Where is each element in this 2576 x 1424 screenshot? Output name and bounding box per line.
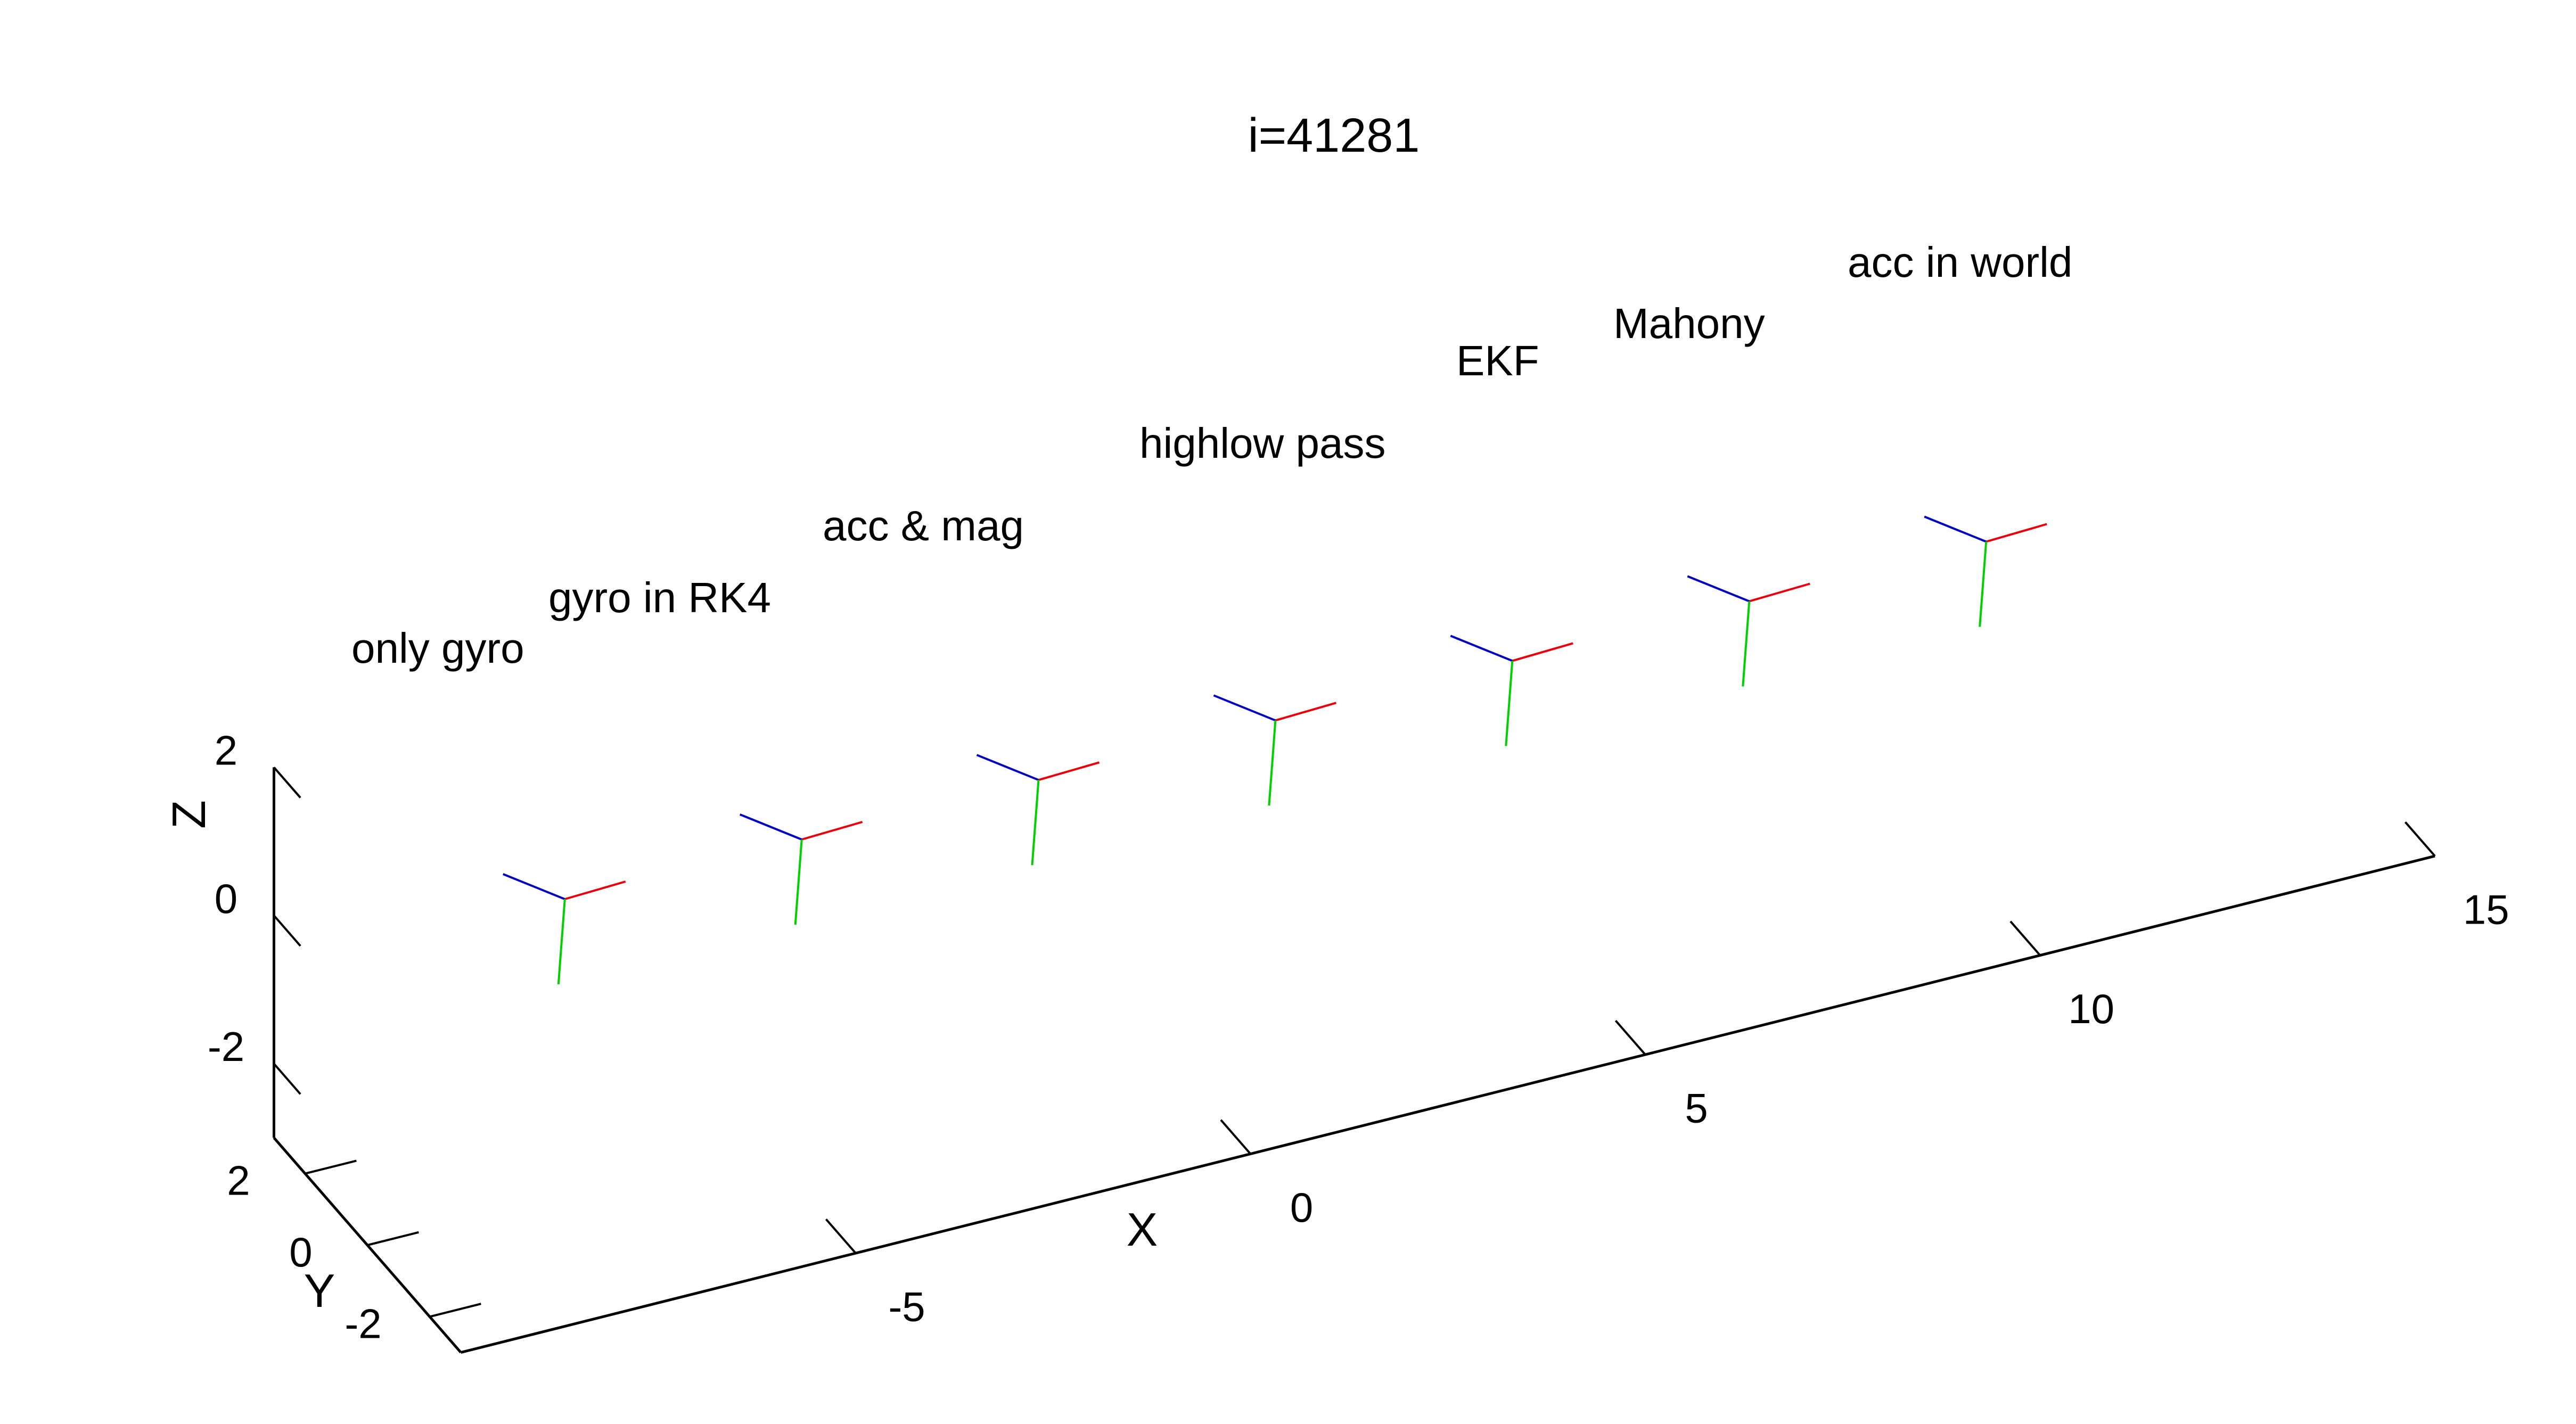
frame-y-arm: [1979, 541, 1988, 627]
frame-acc-mag: [976, 754, 1100, 866]
z-tick: [273, 915, 301, 947]
x-tick: [2404, 821, 2436, 857]
frame-label: acc in world: [1848, 238, 2072, 286]
frame-y-arm: [1031, 780, 1040, 866]
x-tick-label: 15: [2463, 886, 2509, 933]
x-tick-label: 0: [1290, 1184, 1313, 1231]
y-axis-label: Y: [304, 1264, 335, 1317]
frame-label: Mahony: [1613, 300, 1765, 347]
z-axis-label: Z: [162, 800, 215, 829]
frame-label: gyro in RK4: [548, 574, 771, 621]
z-tick-label: 2: [215, 727, 237, 773]
y-tick-label: 2: [227, 1157, 250, 1204]
frame-y-arm: [557, 899, 566, 985]
frame-y-arm: [1505, 661, 1514, 746]
y-tick: [429, 1303, 481, 1318]
frame-x-arm: [1986, 523, 2047, 543]
x-tick: [2009, 920, 2041, 956]
frame-z-arm: [739, 813, 802, 841]
x-axis-line: [460, 854, 2435, 1354]
frame-x-arm: [1038, 761, 1100, 781]
frame-gyro-in-rk4: [739, 813, 863, 925]
frame-z-arm: [1687, 575, 1750, 603]
x-tick: [825, 1218, 857, 1254]
frame-mahony: [1687, 575, 1810, 687]
frame-acc-in-world: [1924, 515, 2047, 627]
frame-label: only gyro: [351, 624, 524, 672]
x-tick-label: 5: [1685, 1085, 1708, 1132]
z-tick-label: -2: [208, 1023, 244, 1070]
frame-y-arm: [1268, 720, 1277, 806]
frame-x-arm: [1275, 702, 1336, 722]
frame-only-gyro: [503, 873, 626, 985]
x-tick-label: 10: [2068, 985, 2114, 1032]
frame-z-arm: [503, 873, 565, 900]
y-tick-label: -2: [344, 1300, 381, 1347]
x-tick: [1220, 1119, 1252, 1155]
axis-ticks: [273, 767, 2436, 1318]
frame-z-arm: [1450, 635, 1513, 662]
x-axis-label: X: [1127, 1203, 1158, 1256]
frame-x-arm: [1512, 642, 1573, 662]
frame-z-arm: [976, 754, 1039, 781]
frame-z-arm: [1213, 694, 1276, 722]
z-tick: [273, 1063, 301, 1095]
frame-label: highlow pass: [1139, 419, 1386, 467]
orientation-frames: [503, 515, 2047, 985]
frame-labels: only gyro gyro in RK4 acc & mag highlow pas…: [351, 238, 2072, 672]
frame-highlow-pass: [1213, 694, 1336, 806]
y-tick: [305, 1159, 357, 1175]
chart-title: i=41281: [1248, 109, 1420, 162]
frame-y-arm: [794, 839, 803, 925]
y-tick-label: 0: [289, 1229, 312, 1275]
y-tick: [367, 1231, 419, 1246]
frame-y-arm: [1742, 601, 1751, 687]
frame-label: acc & mag: [823, 502, 1024, 549]
z-tick-label: 0: [215, 875, 237, 922]
frame-x-arm: [564, 880, 626, 900]
x-tick-label: -5: [888, 1283, 925, 1330]
axes-3d: [273, 767, 2435, 1354]
frame-label: EKF: [1456, 337, 1539, 384]
frame-ekf: [1450, 635, 1573, 746]
frame-x-arm: [801, 821, 863, 841]
x-tick: [1614, 1019, 1646, 1056]
z-tick: [273, 767, 301, 799]
frame-z-arm: [1924, 515, 1987, 543]
frame-x-arm: [1749, 582, 1810, 603]
